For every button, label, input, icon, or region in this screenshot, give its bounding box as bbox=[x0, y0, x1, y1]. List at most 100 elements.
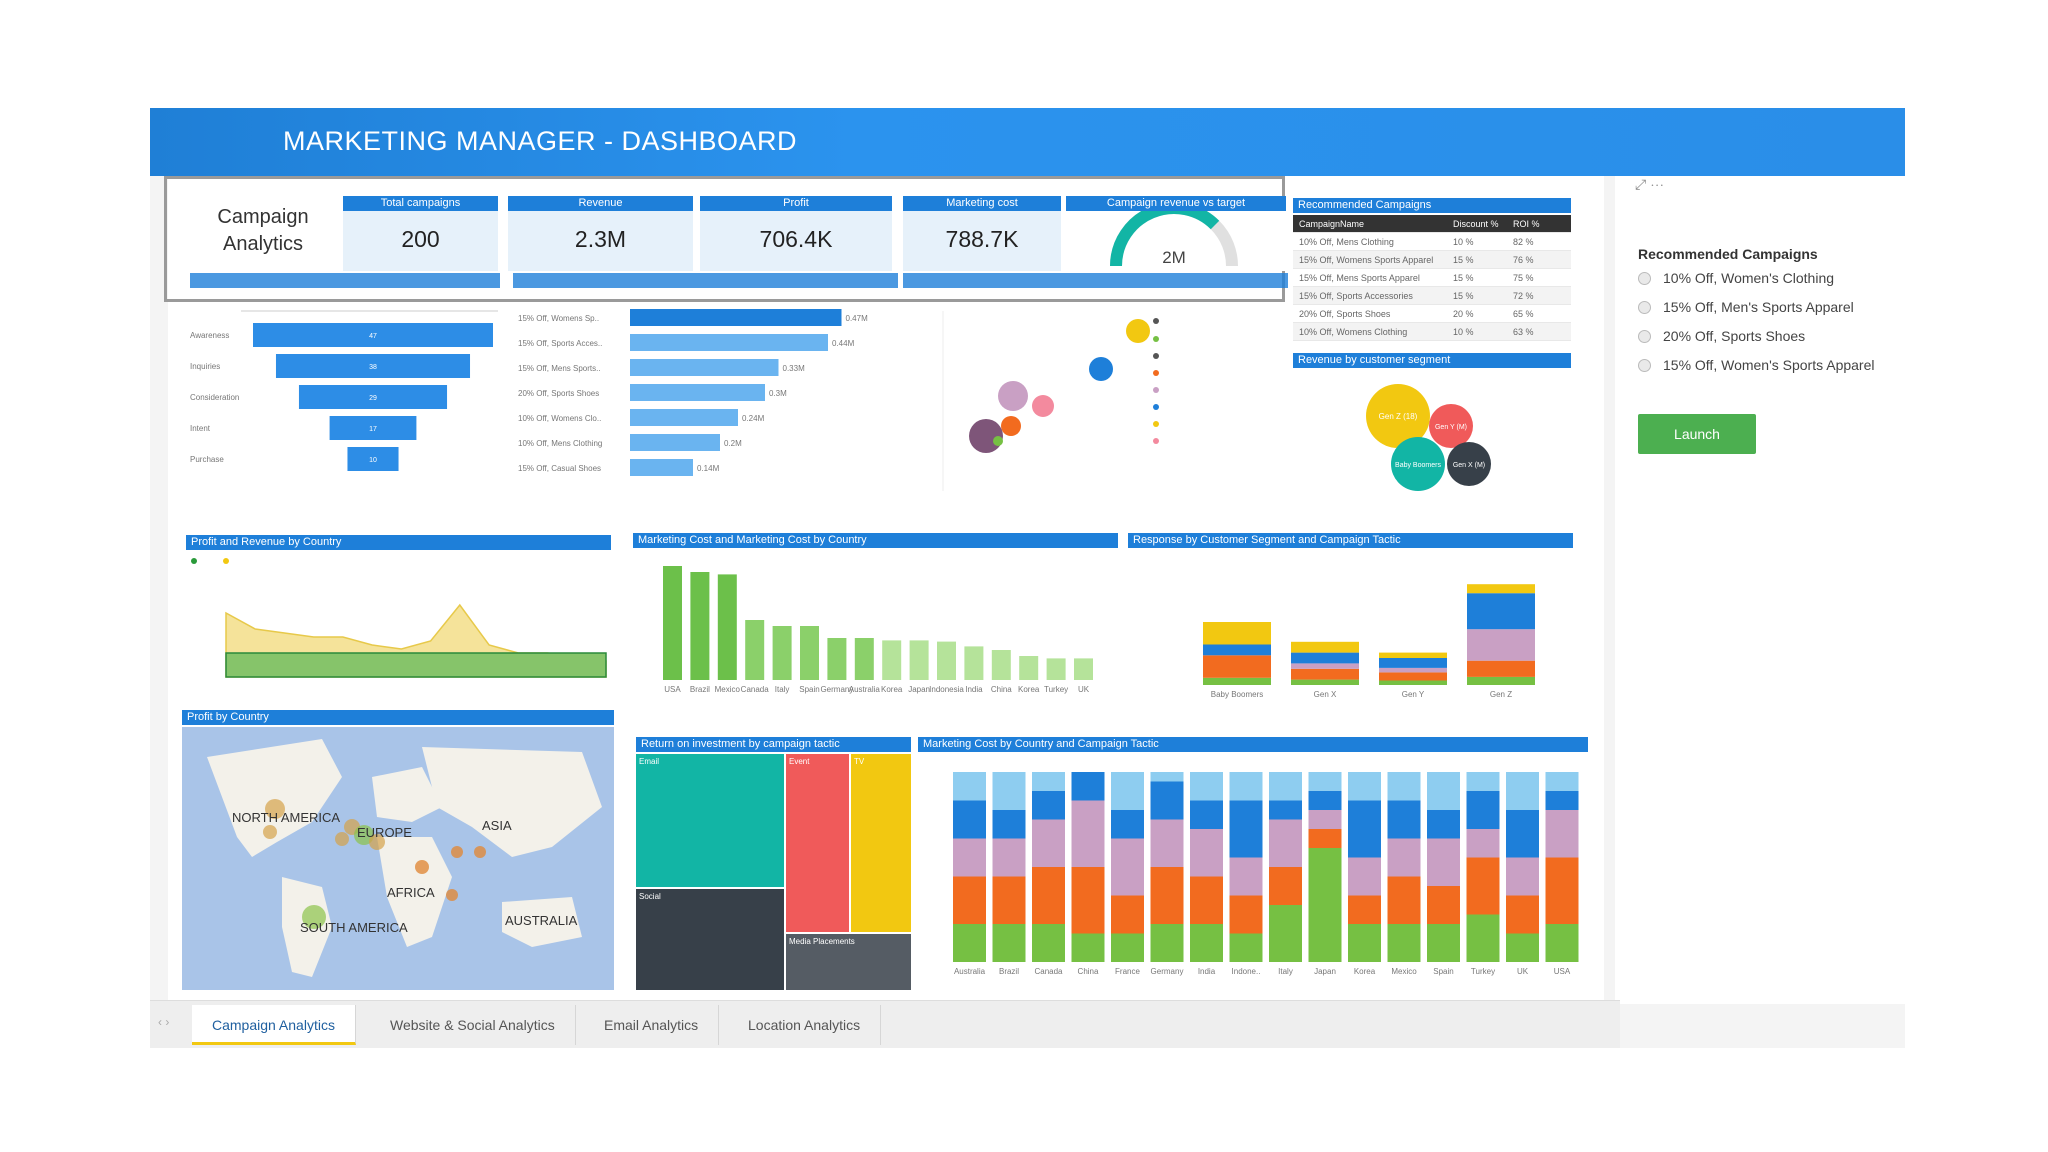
response-segment[interactable] bbox=[1379, 667, 1447, 673]
tactic-segment[interactable] bbox=[992, 924, 1026, 962]
tactic-segment[interactable] bbox=[1150, 867, 1184, 924]
tactic-segment[interactable] bbox=[1071, 867, 1105, 934]
tactic-segment[interactable] bbox=[1387, 876, 1421, 925]
tactic-segment[interactable] bbox=[1269, 819, 1302, 868]
tactic-segment[interactable] bbox=[953, 876, 986, 925]
tactic-segment[interactable] bbox=[992, 838, 1026, 877]
tactic-segment[interactable] bbox=[1269, 905, 1302, 962]
funnel-bar[interactable] bbox=[275, 354, 471, 378]
cost-bar[interactable] bbox=[964, 646, 984, 680]
tactic-segment[interactable] bbox=[1545, 772, 1579, 791]
option-sports-shoes[interactable]: 20% Off, Sports Shoes bbox=[1638, 328, 1874, 344]
bubble-point[interactable] bbox=[1032, 395, 1054, 417]
tactic-segment[interactable] bbox=[1348, 924, 1381, 962]
tactic-segment[interactable] bbox=[953, 924, 986, 962]
tactic-segment[interactable] bbox=[1466, 772, 1500, 791]
tactic-segment[interactable] bbox=[1387, 924, 1421, 962]
response-segment[interactable] bbox=[1291, 679, 1359, 685]
cost-bar[interactable] bbox=[1074, 658, 1093, 680]
treemap-social[interactable]: Social bbox=[636, 889, 784, 990]
tactic-segment[interactable] bbox=[1348, 772, 1381, 801]
funnel-bar[interactable] bbox=[329, 416, 417, 440]
bubble-point[interactable] bbox=[998, 381, 1028, 411]
cost-bar[interactable] bbox=[937, 641, 956, 680]
tactic-segment[interactable] bbox=[1427, 810, 1460, 839]
tactic-segment[interactable] bbox=[1190, 876, 1223, 925]
world-map[interactable]: NORTH AMERICA EUROPE ASIA AFRICA SOUTH A… bbox=[182, 727, 614, 990]
tactic-segment[interactable] bbox=[1229, 800, 1263, 858]
discount-bar[interactable] bbox=[630, 459, 693, 476]
funnel-bar[interactable] bbox=[253, 323, 493, 347]
bubble-gen-y[interactable] bbox=[1429, 404, 1473, 448]
cost-bar[interactable] bbox=[1046, 658, 1066, 680]
tactic-segment[interactable] bbox=[1308, 772, 1342, 791]
tactic-segment[interactable] bbox=[1308, 848, 1342, 962]
tactic-segment[interactable] bbox=[1111, 810, 1144, 839]
tactic-segment[interactable] bbox=[1071, 772, 1105, 801]
bubble-point[interactable] bbox=[1089, 357, 1113, 381]
response-segment[interactable] bbox=[1467, 584, 1535, 594]
option-womens-sports[interactable]: 15% Off, Women's Sports Apparel bbox=[1638, 357, 1874, 373]
funnel-bar[interactable] bbox=[298, 385, 448, 409]
cost-bar[interactable] bbox=[800, 626, 819, 680]
response-segment[interactable] bbox=[1203, 655, 1271, 678]
treemap-email[interactable]: Email bbox=[636, 754, 784, 887]
table-row[interactable]: 20% Off, Sports Shoes 20 % 65 % bbox=[1293, 305, 1571, 323]
tactic-segment[interactable] bbox=[1348, 895, 1381, 925]
tactic-segment[interactable] bbox=[953, 838, 986, 877]
discount-bar[interactable] bbox=[630, 309, 842, 326]
kpi-revenue[interactable]: Revenue 2.3M bbox=[508, 196, 693, 271]
tactic-segment[interactable] bbox=[1506, 772, 1539, 810]
discount-bar[interactable] bbox=[630, 334, 828, 351]
tactic-segment[interactable] bbox=[1190, 800, 1223, 830]
tactic-segment[interactable] bbox=[1229, 895, 1263, 934]
funnel-bar[interactable] bbox=[347, 447, 399, 471]
cost-bar[interactable] bbox=[854, 638, 874, 680]
response-segment[interactable] bbox=[1379, 672, 1447, 681]
tactic-segment[interactable] bbox=[1269, 867, 1302, 905]
tab-campaign-analytics[interactable]: Campaign Analytics bbox=[192, 1005, 356, 1045]
tactic-segment[interactable] bbox=[1308, 829, 1342, 848]
response-segment[interactable] bbox=[1291, 652, 1359, 664]
tactic-segment[interactable] bbox=[1111, 838, 1144, 896]
tactic-segment[interactable] bbox=[1111, 895, 1144, 934]
response-segment[interactable] bbox=[1467, 660, 1535, 677]
tactic-segment[interactable] bbox=[1427, 924, 1460, 962]
tactic-segment[interactable] bbox=[1506, 857, 1539, 896]
launch-button[interactable]: Launch bbox=[1638, 414, 1756, 454]
response-segment[interactable] bbox=[1467, 629, 1535, 661]
discount-bar[interactable] bbox=[630, 359, 779, 376]
tactic-segment[interactable] bbox=[1229, 933, 1263, 963]
tab-nav-arrows[interactable]: ‹ › bbox=[158, 1015, 170, 1029]
focus-icon[interactable]: ⤢ ⋯ bbox=[1635, 176, 1665, 192]
tactic-segment[interactable] bbox=[1269, 800, 1302, 820]
bubble-baby-boomers[interactable] bbox=[1391, 437, 1445, 491]
tactic-segment[interactable] bbox=[953, 772, 986, 801]
cost-bar[interactable] bbox=[1019, 656, 1039, 680]
response-segment[interactable] bbox=[1379, 652, 1447, 658]
tactic-segment[interactable] bbox=[1387, 772, 1421, 801]
tab-website-social[interactable]: Website & Social Analytics bbox=[370, 1005, 576, 1045]
tactic-segment[interactable] bbox=[1466, 791, 1500, 829]
table-row[interactable]: 15% Off, Mens Sports Apparel 15 % 75 % bbox=[1293, 269, 1571, 287]
tactic-segment[interactable] bbox=[1545, 857, 1579, 925]
tactic-segment[interactable] bbox=[1150, 781, 1184, 820]
tactic-segment[interactable] bbox=[1387, 838, 1421, 877]
tactic-segment[interactable] bbox=[1150, 819, 1184, 868]
tactic-segment[interactable] bbox=[1229, 772, 1263, 801]
table-row[interactable]: 15% Off, Womens Sports Apparel 15 % 76 % bbox=[1293, 251, 1571, 269]
cost-bar[interactable] bbox=[827, 638, 847, 680]
response-segment[interactable] bbox=[1203, 644, 1271, 656]
cost-bar[interactable] bbox=[772, 626, 792, 680]
response-segment[interactable] bbox=[1291, 641, 1359, 653]
bubble-point[interactable] bbox=[993, 436, 1003, 446]
tactic-segment[interactable] bbox=[992, 772, 1026, 810]
cost-bar[interactable] bbox=[909, 640, 929, 680]
tactic-segment[interactable] bbox=[1032, 924, 1065, 962]
response-segment[interactable] bbox=[1467, 593, 1535, 630]
tactic-segment[interactable] bbox=[1506, 810, 1539, 858]
cost-bar[interactable] bbox=[991, 650, 1011, 680]
profit-area[interactable] bbox=[225, 652, 607, 678]
kpi-marketing-cost[interactable]: Marketing cost 788.7K bbox=[903, 196, 1061, 271]
table-row[interactable]: 15% Off, Sports Accessories 15 % 72 % bbox=[1293, 287, 1571, 305]
